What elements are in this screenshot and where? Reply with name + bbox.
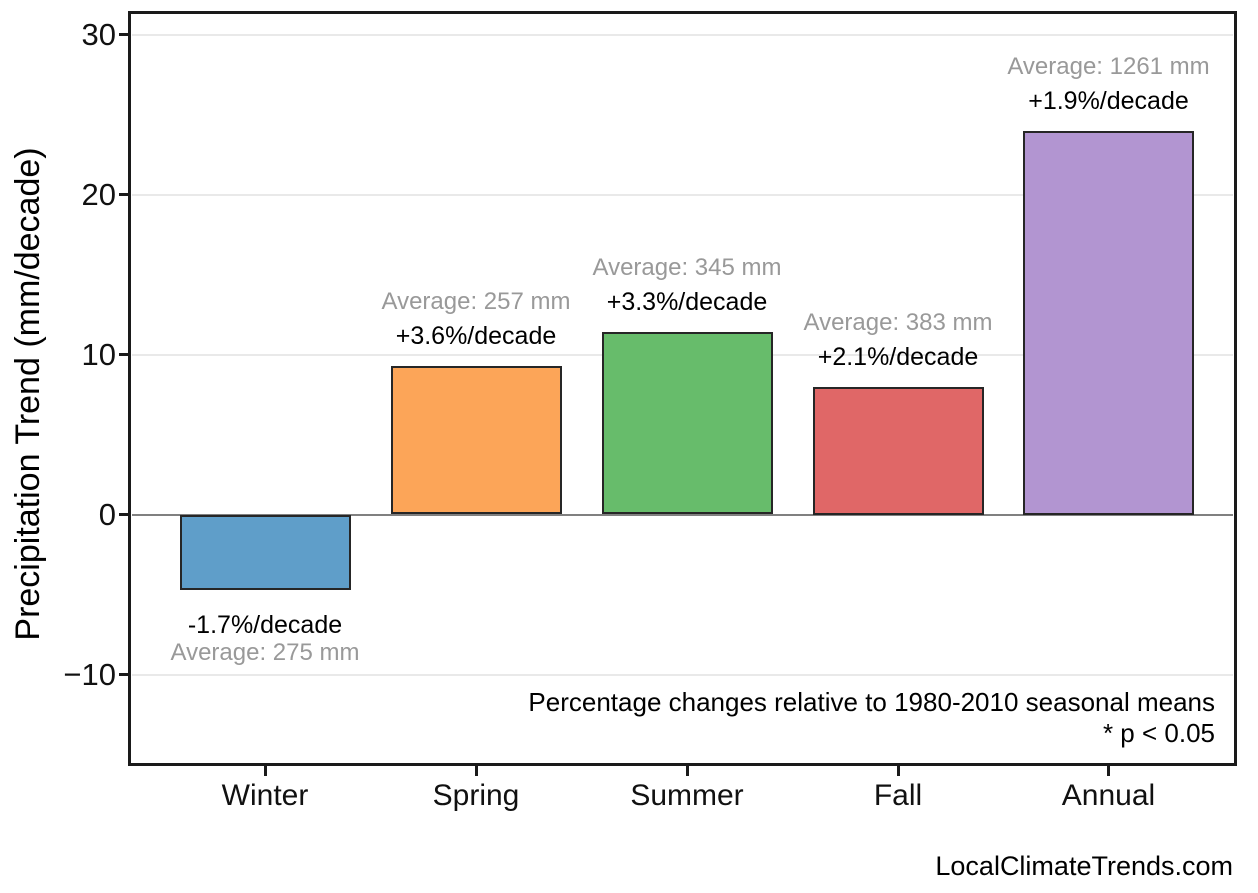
x-tick-label: Summer xyxy=(630,779,744,812)
y-axis-title: Precipitation Trend (mm/decade) xyxy=(9,147,47,641)
plot-note-methodology: Percentage changes relative to 1980-2010… xyxy=(528,687,1215,717)
plot-notes: Percentage changes relative to 1980-2010… xyxy=(315,687,1215,749)
x-tick-label: Annual xyxy=(1061,779,1156,812)
footer-brand-text: LocalClimateTrends.com xyxy=(935,851,1233,881)
x-tick-label: Winter xyxy=(221,779,309,812)
x-axis-tick xyxy=(896,766,900,776)
plot-note-significance: * p < 0.05 xyxy=(1102,718,1215,748)
x-axis-tick xyxy=(474,766,478,776)
x-axis-tick xyxy=(263,766,267,776)
x-axis-tick xyxy=(1107,766,1110,776)
plot-area xyxy=(128,11,1237,766)
x-tick-label: Fall xyxy=(873,779,923,812)
x-axis-tick xyxy=(685,766,689,776)
x-tick-label: Spring xyxy=(432,779,520,812)
